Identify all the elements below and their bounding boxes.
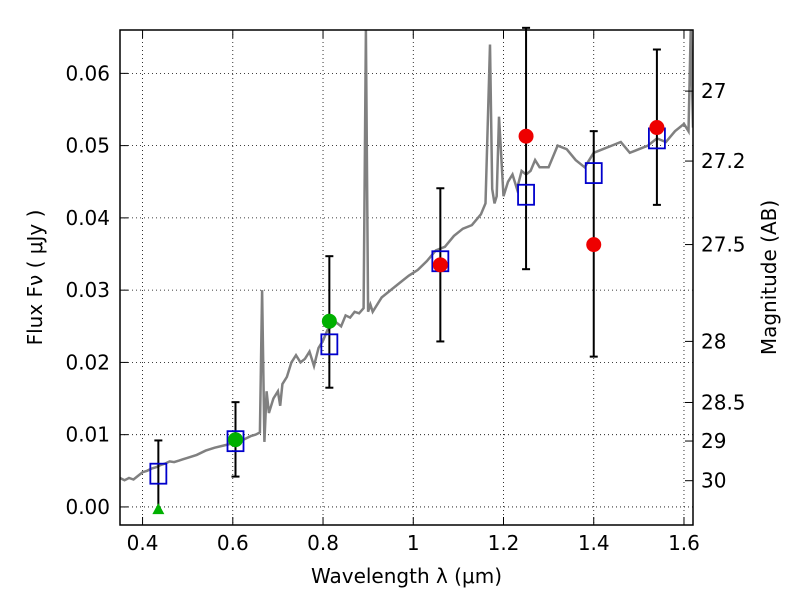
y-tick-label: 0.06 [65, 61, 110, 85]
x-tick-label: 1.2 [488, 531, 520, 555]
x-tick-label: 0.6 [217, 531, 249, 555]
mag-tick-label: 27.5 [701, 233, 746, 257]
observed-photometry-point [586, 237, 602, 253]
observed-photometry-point [518, 128, 534, 144]
y-axis-label: Flux Fν ( μJy ) [23, 210, 47, 346]
mag-tick-label: 28.5 [701, 390, 746, 414]
mag-tick-label: 29 [701, 429, 726, 453]
model-photometry-square [320, 333, 339, 356]
observed-photometry-point [649, 120, 665, 136]
upper-limit-triangle [152, 503, 165, 515]
plot-frame [119, 29, 694, 526]
model-photometry-square [517, 183, 535, 206]
x-tick-label: 1 [407, 531, 420, 555]
model-photometry-square [149, 462, 168, 485]
y-tick-label: 0.04 [65, 206, 110, 230]
mag-tick-label: 27.2 [701, 149, 746, 173]
tick-layer: 0.4 0.6 0.8 1 1.2 1.4 1.6 0.00 0.01 0.02 0.03 0.04 0… [65, 30, 746, 555]
spectrum-layer [120, 30, 693, 482]
x-tick-label: 1.6 [668, 531, 700, 555]
y-tick-label: 0.01 [65, 423, 110, 447]
x-tick-label: 1.4 [578, 531, 610, 555]
x-tick-label: 0.4 [127, 531, 159, 555]
x-tick-label: 0.8 [307, 531, 339, 555]
model-photometry-square [584, 162, 603, 184]
mag-tick-label: 28 [701, 329, 726, 353]
y2-axis-label: Magnitude (AB) [757, 200, 781, 355]
model-photometry-square [226, 430, 245, 453]
mag-tick-label: 30 [701, 469, 726, 493]
observed-photometry-point [432, 257, 448, 273]
marker-layer [149, 120, 666, 515]
observed-photometry-point [321, 313, 337, 329]
y-tick-label: 0.02 [65, 350, 110, 374]
y-tick-label: 0.03 [65, 278, 110, 302]
x-axis-label: Wavelength λ (μm) [311, 564, 502, 588]
mag-tick-label: 27 [701, 79, 726, 103]
y-tick-label: 0.05 [65, 134, 110, 158]
y-tick-label: 0.00 [65, 495, 110, 519]
observed-photometry-point [228, 432, 244, 448]
spectrum-line [120, 30, 693, 482]
